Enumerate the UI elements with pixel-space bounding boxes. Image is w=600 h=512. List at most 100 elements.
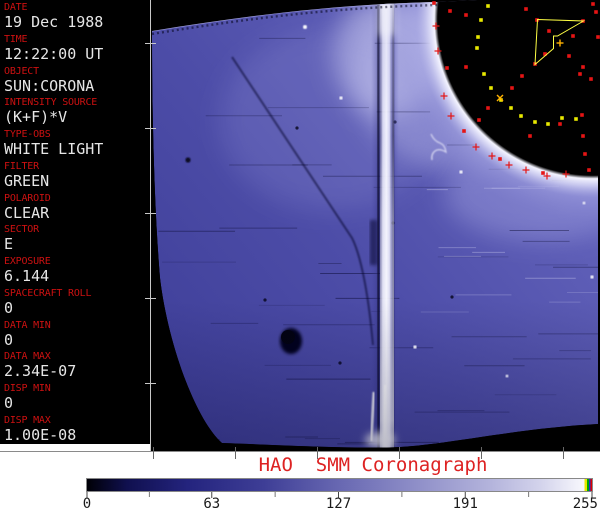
red-square-marker (594, 10, 598, 14)
metadata-value: 1.00E-08 (4, 425, 77, 444)
yellow-square-marker (546, 122, 550, 126)
metadata-label: DISP MAX (4, 414, 51, 426)
metadata-field: TIME 12:22:00 UT (4, 34, 103, 62)
star-dot (505, 374, 509, 378)
metadata-field: DATA MAX 2.34E-07 (4, 351, 76, 379)
red-square-marker (432, 1, 436, 5)
metadata-value: 12:22:00 UT (4, 44, 104, 63)
yellow-square-marker (560, 116, 564, 120)
yellow-square-marker (574, 117, 578, 121)
star-dot (459, 170, 463, 174)
metadata-label: FILTER (4, 160, 39, 172)
orange-x-marker (496, 94, 504, 102)
fiducial-markers-layer (303, 1, 600, 378)
image-top-edge (152, 1, 438, 32)
metadata-label: DISP MIN (4, 383, 51, 394)
metadata-value: E (4, 235, 14, 254)
red-square-marker (462, 129, 466, 133)
red-square-marker (464, 65, 468, 69)
metadata-field: SECTOR E (4, 224, 39, 252)
red-square-marker (596, 35, 600, 39)
plot-frame (145, 0, 156, 451)
red-square-marker (486, 106, 490, 110)
red-square-marker (464, 13, 468, 17)
metadata-label: OBJECT (4, 65, 39, 77)
colorbar-tick-label: 191 (453, 496, 478, 512)
colorbar-end-stripe (590, 479, 592, 491)
metadata-value: 2.34E-07 (4, 362, 77, 381)
metadata-field: DATE 19 Dec 1988 (4, 2, 103, 30)
metadata-label: DATE (4, 2, 28, 13)
red-square-marker (541, 171, 545, 175)
red-square-marker (571, 34, 575, 38)
metadata-value: CLEAR (4, 203, 50, 222)
red-square-marker (524, 7, 528, 11)
red-square-marker (583, 152, 587, 156)
metadata-value: SUN:CORONA (4, 76, 95, 95)
star-dot (303, 25, 307, 29)
metadata-field: POLAROID CLEAR (4, 193, 51, 221)
metadata-value: WHITE LIGHT (4, 140, 104, 158)
metadata-field: INTENSITY SOURCE (K+F)*V (4, 97, 97, 125)
colorbar-tick-label: 127 (326, 496, 351, 512)
page-title: HAO SMM Coronagraph (259, 454, 488, 476)
colorbar-tick-label: 63 (203, 496, 220, 512)
red-square-marker (510, 86, 514, 90)
pylon-outline-polygon (534, 18, 586, 66)
metadata-label: TYPE-OBS (4, 129, 51, 140)
metadata-field: DISP MAX 1.00E-08 (4, 415, 76, 443)
metadata-label: SPACECRAFT ROLL (4, 287, 92, 299)
colorbar-tick-label: 0 (83, 496, 91, 512)
metadata-label: POLAROID (4, 192, 51, 204)
yellow-square-marker (475, 46, 479, 50)
red-square-marker (589, 77, 593, 81)
yellow-square-marker (479, 18, 483, 22)
intensity-colorbar: 0 63 127 191 255 (83, 478, 598, 512)
metadata-field: SPACECRAFT ROLL 0 (4, 287, 92, 317)
red-square-marker (528, 134, 532, 138)
colorbar-border (86, 478, 593, 492)
yellow-square-marker (489, 86, 493, 90)
metadata-value: 19 Dec 1988 (4, 13, 104, 31)
yellow-square-marker (482, 72, 486, 76)
metadata-label: INTENSITY SOURCE (4, 97, 98, 109)
metadata-label: TIME (4, 33, 28, 45)
star-dot (339, 96, 343, 100)
metadata-value: 0 (4, 330, 14, 349)
colorbar-end-stripe (589, 479, 591, 491)
red-square-marker (587, 168, 591, 172)
bottom-axis-ticks (153, 447, 564, 459)
red-square-marker (520, 74, 524, 78)
colorbar-tick-label: 255 (573, 496, 598, 512)
metadata-value: 0 (4, 394, 14, 412)
yellow-square-marker (486, 4, 490, 8)
metadata-sidebar: DATE 19 Dec 1988 TIME 12:22:00 UT OBJECT SUN:… (4, 0, 150, 444)
star-dot (582, 201, 586, 205)
red-square-marker (547, 29, 551, 33)
red-square-marker (581, 65, 585, 69)
metadata-field: DATA MIN 0 (4, 320, 51, 348)
star-dot (590, 275, 594, 279)
red-square-marker (580, 113, 584, 117)
red-square-marker (578, 72, 582, 76)
metadata-field: DISP MIN 0 (4, 383, 51, 411)
metadata-value: (K+F)*V (4, 108, 68, 127)
red-square-marker (498, 157, 502, 161)
red-square-marker (591, 2, 595, 6)
red-square-marker (477, 118, 481, 122)
yellow-square-marker (519, 114, 523, 118)
red-square-marker (558, 122, 562, 126)
star-dot (413, 345, 417, 349)
red-square-marker (445, 66, 449, 70)
metadata-value: 0 (4, 298, 14, 317)
colorbar-end-stripe (587, 479, 589, 491)
yellow-square-marker (499, 98, 503, 102)
yellow-square-marker (509, 106, 513, 110)
red-square-marker (581, 134, 585, 138)
metadata-value: GREEN (4, 171, 50, 190)
metadata-label: SECTOR (4, 224, 39, 236)
red-square-marker (543, 52, 547, 56)
red-square-marker (567, 54, 571, 58)
